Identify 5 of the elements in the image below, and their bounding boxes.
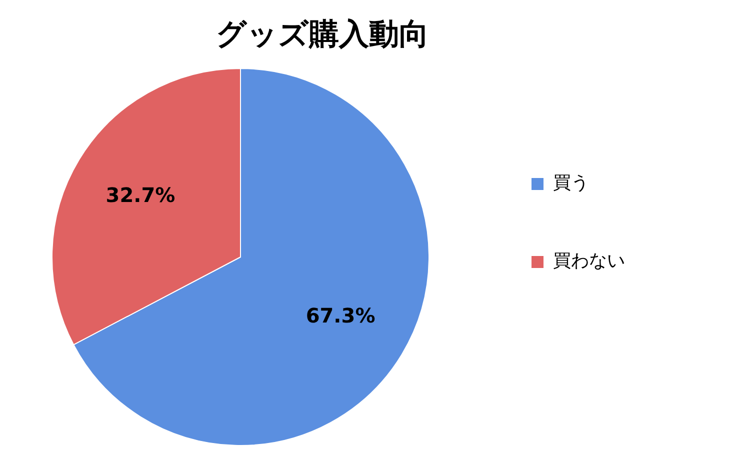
legend-label: 買う (553, 172, 589, 194)
chart-title: グッズ購入動向 (216, 16, 429, 52)
data-label: 32.7% (106, 182, 176, 207)
legend-label: 買わない (553, 250, 625, 272)
data-label: 67.3% (306, 304, 376, 328)
